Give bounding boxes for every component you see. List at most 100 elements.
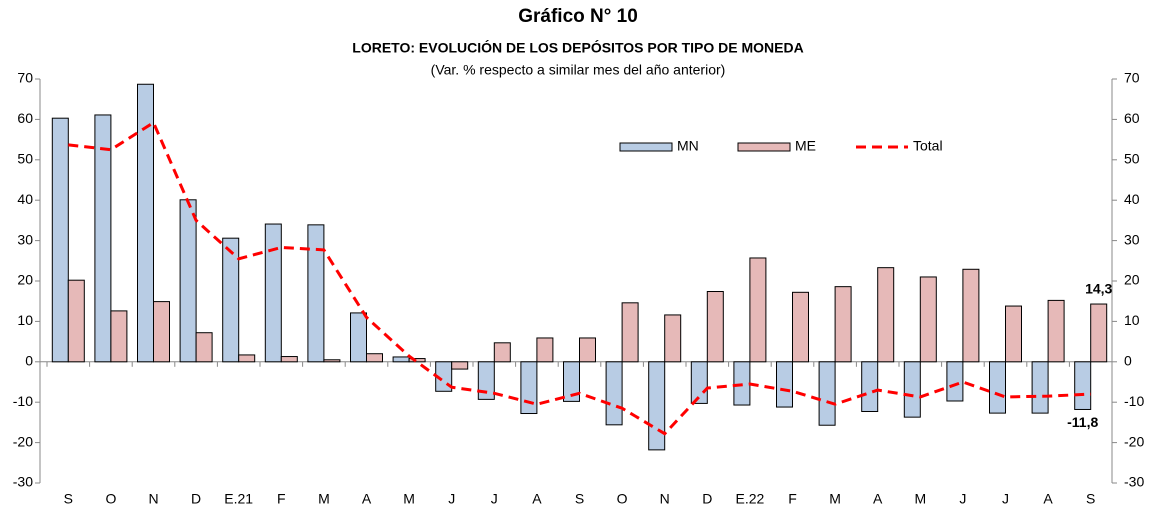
y-tick-label: -30 [13, 474, 33, 490]
x-tick-label: A [1043, 491, 1053, 507]
bar [579, 337, 596, 363]
chart-subtitle: LORETO: EVOLUCIÓN DE LOS DEPÓSITOS POR T… [352, 39, 803, 56]
y2-tick-label: 0 [1124, 353, 1132, 369]
y-tick-label: 20 [17, 272, 33, 288]
y-tick-label: 60 [17, 110, 33, 126]
bar [366, 353, 383, 363]
x-tick-label: O [617, 491, 628, 507]
x-tick-label: O [105, 491, 116, 507]
x-tick-label: A [873, 491, 883, 507]
y2-tick-label: -20 [1124, 433, 1144, 449]
x-tick-label: F [277, 491, 286, 507]
x-tick-label: D [702, 491, 712, 507]
bar [792, 291, 809, 363]
y2-tick-label: -10 [1124, 393, 1144, 409]
bar [1031, 361, 1049, 414]
bar [749, 257, 767, 363]
bar [179, 199, 197, 363]
bar [1074, 361, 1092, 410]
y2-tick-label: 30 [1124, 231, 1140, 247]
bar [989, 361, 1006, 414]
bar [451, 361, 469, 370]
bar [648, 361, 666, 451]
x-tick-label: S [575, 491, 584, 507]
bar [392, 356, 410, 363]
y-tick-label: 0 [25, 353, 33, 369]
x-tick-label: J [959, 491, 966, 507]
x-tick-label: A [362, 491, 372, 507]
bar [903, 361, 921, 418]
bar [621, 302, 639, 363]
data-label: 14,3 [1085, 281, 1112, 297]
bar [280, 356, 298, 363]
x-tick-label: E.22 [735, 491, 764, 507]
bar [776, 361, 793, 408]
y2-tick-label: 60 [1124, 110, 1140, 126]
bar [962, 268, 980, 363]
x-tick-label: M [829, 491, 841, 507]
bar [1005, 305, 1022, 363]
legend-swatch [619, 142, 673, 152]
y-tick-label: 30 [17, 231, 33, 247]
bar [67, 279, 85, 363]
bar [137, 83, 154, 363]
y-tick-label: 10 [17, 312, 33, 328]
bar [834, 286, 852, 363]
bar [51, 117, 69, 363]
x-tick-label: J [491, 491, 498, 507]
legend-label: ME [795, 138, 816, 154]
y-tick-label: 70 [17, 70, 33, 86]
bar [605, 361, 623, 426]
line-series [68, 120, 1091, 436]
bar [264, 223, 282, 363]
bar [94, 114, 112, 363]
x-tick-label: M [914, 491, 926, 507]
bar [238, 354, 256, 363]
x-tick-label: M [318, 491, 330, 507]
bar [919, 276, 937, 363]
bar [877, 267, 895, 363]
y-tick-label: -20 [13, 433, 33, 449]
chart-title: Gráfico N° 10 [518, 6, 638, 27]
bar [706, 291, 724, 363]
bar [350, 312, 367, 363]
bar [1047, 299, 1065, 363]
bar [861, 361, 879, 412]
x-tick-label: F [788, 491, 797, 507]
y-tick-label: 50 [17, 151, 33, 167]
bar [110, 310, 128, 363]
y2-tick-label: 50 [1124, 151, 1140, 167]
bar [307, 224, 325, 363]
x-tick-label: J [1002, 491, 1009, 507]
bar [818, 361, 836, 426]
legend-label: Total [913, 138, 943, 154]
bar [946, 361, 964, 402]
y2-tick-label: 70 [1124, 70, 1140, 86]
bar [153, 301, 170, 363]
bar [563, 361, 580, 402]
x-tick-label: M [403, 491, 415, 507]
x-tick-label: S [64, 491, 73, 507]
bar [493, 342, 511, 363]
y-tick-label: -10 [13, 393, 33, 409]
x-tick-label: D [191, 491, 201, 507]
chart-note: (Var. % respecto a similar mes del año a… [431, 62, 726, 78]
legend-label: MN [677, 138, 699, 154]
bar [323, 359, 341, 363]
bar [195, 332, 213, 363]
x-tick-label: A [532, 491, 542, 507]
y2-tick-label: -30 [1124, 474, 1144, 490]
bar [664, 314, 682, 363]
bar [477, 361, 495, 400]
x-tick-label: J [448, 491, 455, 507]
y2-tick-label: 20 [1124, 272, 1140, 288]
bar [222, 237, 240, 363]
legend-swatch [737, 142, 791, 152]
x-tick-label: N [148, 491, 158, 507]
bar [520, 361, 538, 415]
bar [1090, 303, 1108, 363]
x-tick-label: N [660, 491, 670, 507]
bar [408, 358, 426, 363]
x-tick-label: S [1086, 491, 1095, 507]
